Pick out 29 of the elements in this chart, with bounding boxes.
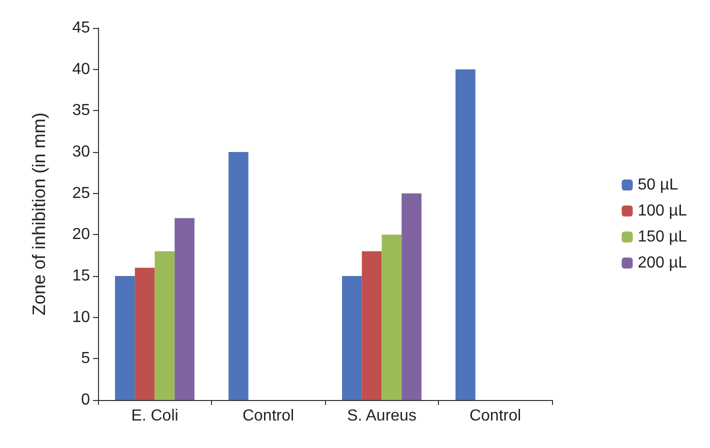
legend-label: 150 µL: [638, 228, 688, 246]
y-tick-label: 25: [72, 184, 90, 202]
y-tick-label: 45: [72, 20, 90, 36]
y-tick-label: 40: [72, 60, 90, 78]
bar: [134, 268, 155, 400]
y-tick-label: 30: [72, 144, 90, 160]
bar: [456, 69, 476, 400]
legend-label: 100 µL: [638, 202, 688, 220]
y-tick-label: 20: [72, 226, 90, 244]
legend-label: 200 µL: [638, 254, 688, 272]
x-tick-label: E. Coli: [131, 408, 178, 424]
bar: [362, 251, 382, 400]
y-tick-label: 15: [72, 268, 90, 284]
legend-label: 50 µL: [638, 176, 678, 194]
bar: [154, 251, 175, 400]
bar: [174, 218, 194, 400]
y-axis-title: Zone of inhibition (in mm): [29, 112, 49, 316]
x-tick-label: S. Aureus: [347, 408, 416, 424]
y-tick-label: 0: [81, 392, 90, 408]
bar: [382, 234, 402, 400]
x-tick-label: Control: [469, 408, 522, 424]
y-tick-label: 10: [72, 308, 90, 326]
y-tick-label: 35: [72, 102, 90, 120]
bar: [115, 276, 135, 400]
bar: [402, 193, 422, 400]
x-tick-label: Control: [242, 408, 294, 424]
bar: [228, 152, 248, 400]
y-tick-label: 5: [81, 350, 90, 368]
bar: [342, 276, 362, 400]
